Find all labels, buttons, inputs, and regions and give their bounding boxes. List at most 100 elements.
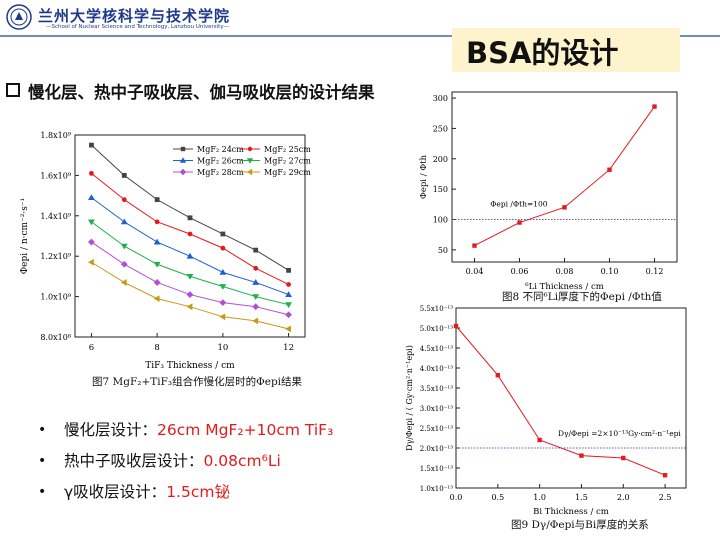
data-point: [219, 299, 227, 307]
data-point: [153, 279, 161, 286]
title-box: BSA的设计: [452, 28, 680, 72]
data-point: [179, 168, 187, 176]
section-heading-text: 慢化层、热中子吸收层、伽马吸收层的设计结果: [28, 83, 375, 102]
x-tick-label: 1.0: [533, 493, 546, 502]
slide-title: BSA的设计: [466, 36, 619, 70]
series-line: [455, 325, 666, 476]
data-point: [186, 252, 194, 259]
data-point: [120, 260, 128, 268]
data-point: [246, 168, 253, 176]
x-tick-label: 0.12: [646, 267, 664, 276]
data-point: [121, 197, 127, 203]
x-tick-label: 12: [283, 343, 294, 353]
y-tick-label: 250: [433, 124, 448, 133]
y-tick-label: 5.5x10⁻¹³: [420, 305, 453, 313]
data-point: [89, 170, 94, 176]
x-tick-label: 2.0: [617, 493, 630, 502]
y-axis-label: Φepi / n·cm⁻²·s⁻¹: [20, 198, 30, 275]
data-point: [517, 220, 522, 225]
fig9-caption: 图9 Dγ/Φepi与Bi厚度的关系: [511, 519, 649, 531]
data-point: [537, 437, 542, 443]
x-tick-label: 8: [154, 343, 159, 353]
data-point: [186, 303, 193, 311]
data-point: [120, 279, 127, 286]
data-point: [562, 205, 567, 210]
bullet-value: 26cm MgF₂+10cm TiF₃: [157, 421, 334, 439]
data-point: [88, 219, 95, 226]
section-heading: 慢化层、热中子吸收层、伽马吸收层的设计结果: [6, 79, 375, 103]
university-logo-icon: [6, 4, 32, 30]
y-tick-label: 3.0x10⁻¹³: [420, 405, 453, 413]
plot-frame: [455, 307, 687, 489]
y-tick-label: 1.5x10⁻¹³: [420, 465, 453, 473]
data-point: [662, 473, 668, 478]
y-tick-label: 1.2x10⁹: [40, 252, 71, 261]
y-tick-label: 4.5x10⁻¹³: [420, 345, 453, 353]
y-tick-label: 1.8x10⁹: [40, 131, 71, 140]
y-tick-label: 3.5x10⁻¹³: [420, 385, 453, 393]
data-point: [121, 173, 127, 178]
data-point: [252, 279, 260, 285]
y-tick-label: 50: [438, 246, 448, 255]
x-tick-label: 2.5: [659, 493, 672, 502]
data-point: [89, 142, 94, 148]
y-axis-label: Dγ/Φepi / ( Gy·cm²·n⁻¹epi): [405, 345, 414, 451]
fig8-caption: 图8 不同⁶Li厚度下的Φepi /Φth值: [502, 291, 662, 303]
data-point: [219, 268, 227, 275]
series-line: [474, 106, 655, 247]
data-point: [252, 317, 259, 325]
x-axis-label: Bi Thickness / cm: [533, 507, 609, 517]
bullet-value: 0.08cm⁶Li: [203, 452, 281, 470]
data-point: [247, 146, 253, 152]
y-tick-label: 1.0x10⁹: [40, 293, 71, 302]
data-point: [154, 197, 160, 203]
data-point: [621, 455, 626, 461]
data-point: [154, 219, 160, 225]
data-point: [219, 284, 227, 290]
bullet-label: γ吸收层设计：: [64, 483, 167, 501]
data-point: [153, 295, 160, 303]
data-point: [253, 265, 259, 271]
legend-label: MgF₂ 28cm: [197, 168, 244, 177]
data-point: [120, 218, 128, 225]
data-point: [252, 294, 260, 300]
header: 兰州大学核科学与技术学院 —School of Nuclear Science …: [0, 0, 720, 36]
chart-moderator-flux: 8.0x10⁸ 1.0x10⁹ 1.2x10⁹ 1.4x10⁹ 1.6x10⁹ 1.8x1…: [20, 131, 311, 371]
data-point: [285, 311, 292, 319]
y-tick-label: 300: [433, 94, 448, 103]
square-bullet-icon: [6, 83, 20, 97]
bullet-dot-icon: •: [38, 422, 47, 438]
series-line: [91, 172, 289, 285]
data-point: [186, 291, 194, 298]
university-name-en: —School of Nuclear Science and Technolog…: [46, 24, 230, 30]
header-divider: [0, 35, 720, 37]
data-point: [286, 282, 291, 287]
y-tick-label: 1.6x10⁹: [40, 171, 71, 180]
reference-label: Dγ/Φepi =2×10⁻¹³Gy·cm²·n⁻¹epi: [558, 429, 681, 438]
legend-label: MgF₂ 26cm: [197, 157, 244, 166]
data-point: [88, 238, 95, 246]
x-tick-label: 6: [89, 343, 94, 353]
data-point: [253, 247, 259, 253]
data-point: [186, 274, 194, 280]
data-point: [246, 158, 254, 164]
x-tick-label: 0.5: [491, 493, 504, 502]
fig7-caption: 图7 MgF₂+TiF₃组合作慢化层时的Φepi结果: [92, 376, 303, 388]
data-point: [285, 325, 291, 333]
data-point: [286, 267, 291, 273]
legend-label: MgF₂ 29cm: [264, 168, 311, 177]
x-tick-label: 1.5: [575, 493, 588, 502]
data-point: [88, 194, 95, 201]
bullet-value: 1.5cm铋: [166, 483, 230, 501]
data-point: [453, 323, 459, 329]
data-point: [153, 261, 161, 268]
university-name: 兰州大学核科学与技术学院: [38, 7, 231, 25]
x-tick-label: 0.06: [511, 267, 529, 276]
y-tick-label: 2.5x10⁻¹³: [420, 425, 453, 433]
legend-label: MgF₂ 24cm: [197, 145, 244, 154]
x-tick-label: 0.08: [556, 267, 574, 276]
chart-li-ratio: 50 100 150 200 250 300 0.04 0.06 0.08 0.10 0.12 ⁶Li…: [419, 91, 678, 292]
reference-label: Φepi /Φth=100: [490, 200, 548, 209]
data-point: [495, 373, 501, 378]
bullet-dot-icon: •: [38, 453, 47, 469]
